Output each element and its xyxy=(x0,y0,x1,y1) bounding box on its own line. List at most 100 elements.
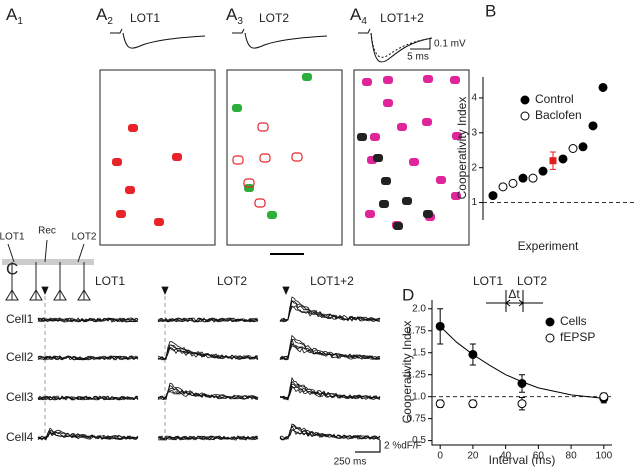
dff-trace xyxy=(37,317,139,323)
trace-title: LOT2 xyxy=(259,11,289,25)
dff-trace xyxy=(279,296,381,322)
row-label: Cell3 xyxy=(6,390,34,404)
point xyxy=(599,392,609,402)
row-label: Cell2 xyxy=(6,350,34,364)
inset-label: Δt xyxy=(508,287,520,301)
y-tick-label: 1.5 xyxy=(412,347,426,358)
dff-trace xyxy=(157,435,259,441)
column-title: LOT2 xyxy=(217,274,247,288)
cell xyxy=(383,99,393,107)
row-label: Cell1 xyxy=(6,312,34,326)
x-axis-label: Experiment xyxy=(518,239,579,253)
point xyxy=(568,144,578,153)
dff-trace xyxy=(37,395,139,401)
cell xyxy=(257,122,269,132)
dff-trace xyxy=(157,341,259,360)
legend-marker xyxy=(545,333,555,343)
cell xyxy=(362,78,372,86)
panel-label: A1 xyxy=(6,5,23,26)
cell xyxy=(402,197,412,205)
x-axis-label: Interval (ms) xyxy=(489,453,556,467)
inset-label: LOT1 xyxy=(473,274,503,288)
cell xyxy=(232,104,242,112)
dff-trace xyxy=(279,342,381,360)
point xyxy=(435,321,445,331)
column-title: LOT1+2 xyxy=(310,274,354,288)
x-tick-label: 80 xyxy=(566,451,578,462)
dff-trace xyxy=(157,346,259,361)
cell xyxy=(422,118,432,126)
point xyxy=(468,399,478,409)
dff-trace xyxy=(37,355,139,361)
dff-trace xyxy=(37,431,139,441)
panel-label: C xyxy=(6,259,18,278)
cell xyxy=(112,158,122,166)
point xyxy=(518,173,528,183)
x-tick-label: 60 xyxy=(533,451,545,462)
scale-label: 250 ms xyxy=(334,457,367,467)
dff-trace xyxy=(37,430,139,440)
dff-trace xyxy=(157,344,259,361)
cell xyxy=(436,176,446,184)
cell xyxy=(244,184,254,192)
legend-marker xyxy=(520,111,530,121)
cell xyxy=(128,124,138,132)
cell xyxy=(423,210,433,218)
panel-label: B xyxy=(485,1,496,20)
point xyxy=(578,142,588,152)
cell xyxy=(302,73,312,81)
schematic-label: LOT1 xyxy=(0,232,25,243)
cell xyxy=(383,76,393,84)
dff-traces xyxy=(37,286,381,453)
cell xyxy=(379,200,389,208)
dff-trace xyxy=(279,345,381,361)
dff-trace xyxy=(157,435,259,441)
dff-trace xyxy=(279,376,381,401)
point xyxy=(528,173,538,183)
trace-title: LOT1+2 xyxy=(380,11,424,25)
y-tick-label: 1.25 xyxy=(407,369,427,380)
point xyxy=(435,399,445,409)
point xyxy=(517,378,527,388)
inset-label: LOT2 xyxy=(517,274,547,288)
legend-label: Control xyxy=(535,92,574,106)
panel-label: A2 xyxy=(96,5,113,26)
scale-label: 0.1 mV xyxy=(434,39,466,50)
dff-trace xyxy=(279,334,381,360)
image-frames xyxy=(99,69,470,246)
cell xyxy=(357,133,367,141)
cell xyxy=(243,178,255,188)
cell xyxy=(154,218,164,226)
cell xyxy=(451,192,461,200)
y-tick-label: 1.0 xyxy=(412,391,426,402)
dff-trace xyxy=(37,395,139,401)
dff-trace xyxy=(37,427,139,441)
y-tick-label: 2.0 xyxy=(412,303,426,314)
cell xyxy=(267,211,277,219)
axes xyxy=(431,300,612,446)
legend-label: fEPSP xyxy=(560,330,595,344)
trace-title: LOT1 xyxy=(130,11,160,25)
panel-label: D xyxy=(402,285,414,304)
schematic-label: LOT2 xyxy=(71,232,96,243)
cell xyxy=(423,75,433,83)
y-tick-label: 0.75 xyxy=(407,413,427,424)
point xyxy=(598,82,608,92)
dff-trace xyxy=(37,395,139,401)
cell xyxy=(450,76,460,84)
cell xyxy=(373,154,383,162)
point xyxy=(588,121,598,131)
cell xyxy=(125,186,135,194)
x-tick-label: 20 xyxy=(467,451,479,462)
dff-trace xyxy=(157,391,259,401)
legend-marker xyxy=(545,317,555,327)
point xyxy=(488,191,498,201)
y-axis-label: Cooperativity Index xyxy=(400,321,414,424)
point xyxy=(538,166,548,176)
dff-trace xyxy=(279,305,381,323)
cell xyxy=(409,158,419,166)
y-tick-label: 1.75 xyxy=(407,325,427,336)
cell xyxy=(232,155,244,165)
legend-label: Baclofen xyxy=(535,108,582,122)
dff-trace xyxy=(37,355,139,361)
